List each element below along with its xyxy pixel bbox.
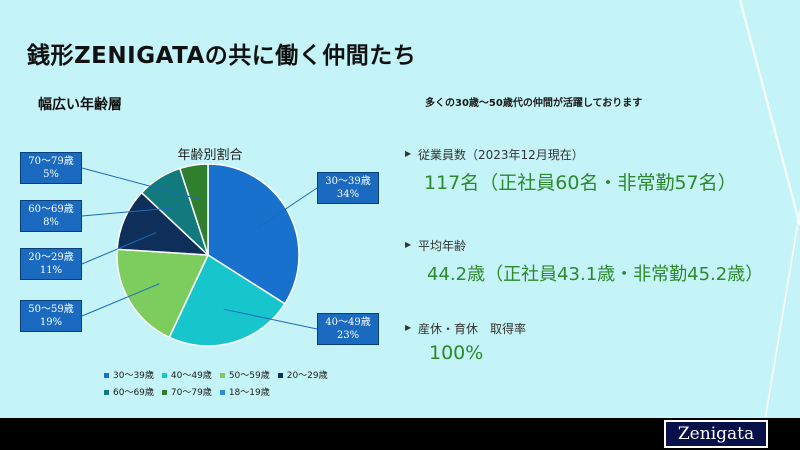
legend-item-3: 20～29歳 <box>277 368 328 385</box>
legend-item-0: 30～39歳 <box>104 368 154 385</box>
legend-label: 70～79歳 <box>170 388 212 398</box>
logo-text: Zenigata <box>666 422 766 446</box>
chart-title: 年齢別割合 <box>177 148 243 163</box>
bullet-icon: ▶ <box>405 149 412 158</box>
data-label-category: 60～69歳 <box>28 204 74 215</box>
zenigata-logo: Zenigata <box>664 420 768 448</box>
legend-item-1: 40～49歳 <box>161 368 212 385</box>
leader-line-1 <box>223 308 318 330</box>
legend-label: 30～39歳 <box>113 371 154 381</box>
pie-slice-5 <box>178 163 209 256</box>
stat-label-employees: 従業員数（2023年12月現在） <box>418 148 584 162</box>
data-label-value: 5% <box>43 169 59 180</box>
legend-swatch <box>161 373 167 378</box>
section-subtitle: 幅広い年齢層 <box>38 97 122 113</box>
data-label-0: 30～39歳 34% <box>317 172 379 204</box>
legend-label: 18～19歳 <box>228 388 270 398</box>
legend-swatch <box>161 390 167 395</box>
pie-slice-2 <box>116 248 210 339</box>
data-label-2: 50～59歳 19% <box>20 300 82 332</box>
legend-item-6: 18～19歳 <box>219 385 270 402</box>
leader-line-4 <box>81 206 178 217</box>
data-label-category: 40～49歳 <box>325 317 371 328</box>
age-pie-chart: 年齢別割合 30～39歳 34% 40～49歳 23% 50～59歳 19% 20～29歳 1… <box>0 130 400 410</box>
data-label-value: 23% <box>336 330 360 341</box>
leader-line-5 <box>81 167 200 200</box>
data-label-category: 30～39歳 <box>325 176 371 187</box>
pie-slice-1 <box>168 253 286 347</box>
legend-swatch <box>219 390 225 395</box>
deco-line-2 <box>759 209 800 450</box>
leader-line-0 <box>257 187 318 229</box>
legend-label: 40～49歳 <box>170 371 212 381</box>
page-title: 銭形ZENIGATAの共に働く仲間たち <box>27 43 417 69</box>
bullet-icon: ▶ <box>405 240 412 249</box>
data-label-category: 20～29歳 <box>28 252 74 263</box>
bullet-icon: ▶ <box>405 323 412 332</box>
tagline: 多くの30歳～50歳代の仲間が活躍しております <box>425 98 643 109</box>
legend-swatch <box>104 373 109 378</box>
legend-item-4: 60～69歳 <box>104 385 154 402</box>
legend-label: 60～69歳 <box>113 388 154 398</box>
legend-swatch <box>104 390 109 395</box>
data-label-3: 20～29歳 11% <box>20 248 82 280</box>
chart-legend: 30～39歳 40～49歳 50～59歳 20～29歳 60～69歳 70～79歳 18～1… <box>104 368 354 402</box>
stat-label-leave-rate: 産休・育休 取得率 <box>418 322 527 336</box>
data-label-value: 34% <box>336 189 360 200</box>
legend-label: 50～59歳 <box>228 371 270 381</box>
stat-value-employees: 117名（正社員60名・非常勤57名） <box>424 172 737 194</box>
leader-line-3 <box>81 232 157 265</box>
data-label-5: 70～79歳 5% <box>20 152 82 184</box>
stat-value-average-age: 44.2歳（正社員43.1歳・非常勤45.2歳） <box>427 264 764 285</box>
data-label-category: 70～79歳 <box>28 156 74 167</box>
legend-item-5: 70～79歳 <box>161 385 212 402</box>
data-label-1: 40～49歳 23% <box>317 313 379 345</box>
data-label-value: 8% <box>43 217 59 228</box>
leader-line-2 <box>81 283 160 317</box>
legend-swatch <box>277 373 283 378</box>
legend-swatch <box>219 373 225 378</box>
data-label-4: 60～69歳 8% <box>20 200 82 232</box>
data-label-value: 11% <box>39 265 63 276</box>
stat-label-average-age: 平均年齢 <box>418 239 467 253</box>
pie-svg <box>81 163 318 347</box>
stat-value-leave-rate: 100% <box>429 342 484 364</box>
data-label-category: 50～59歳 <box>28 304 74 315</box>
legend-label: 20～29歳 <box>286 371 328 381</box>
legend-item-2: 50～59歳 <box>219 368 270 385</box>
data-label-value: 19% <box>39 317 63 328</box>
deco-line-1 <box>739 0 800 226</box>
